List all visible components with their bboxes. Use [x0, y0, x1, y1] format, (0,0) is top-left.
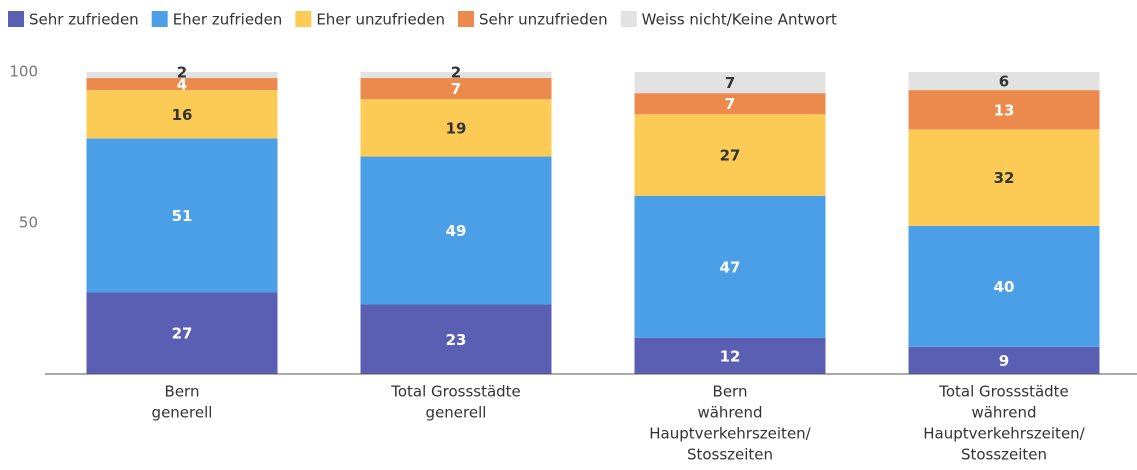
x-tick-label: Stosszeiten [961, 446, 1047, 464]
bar-segment [86, 292, 278, 374]
value-label: 32 [994, 169, 1015, 187]
value-label: 2 [451, 64, 461, 82]
value-label: 19 [446, 119, 467, 137]
x-tick-label: Hauptverkehrszeiten/ [923, 425, 1085, 443]
bar-segment [86, 72, 278, 79]
bar-segment [360, 78, 552, 100]
value-label: 27 [720, 147, 741, 165]
bar-segment [634, 93, 826, 115]
legend-swatch [8, 11, 24, 27]
y-tick-label: 100 [9, 63, 38, 81]
value-label: 47 [720, 258, 741, 276]
bar-segment [634, 337, 826, 374]
value-label: 2 [177, 64, 187, 82]
value-label: 40 [994, 278, 1015, 296]
bar-segment [360, 304, 552, 374]
legend-swatch [295, 11, 312, 27]
x-tick-label: während [971, 404, 1036, 422]
legend-label: Sehr unzufrieden [479, 11, 608, 29]
value-label: 27 [172, 325, 193, 343]
bar-segment [908, 346, 1100, 374]
bar-segment [908, 72, 1100, 91]
x-tick-label: Total Grossstädte [938, 383, 1069, 401]
legend-label: Eher zufrieden [173, 11, 283, 29]
bar-segment [360, 99, 552, 157]
legend-label: Eher unzufrieden [316, 11, 445, 29]
value-label: 49 [446, 222, 467, 240]
value-label: 7 [725, 74, 735, 92]
bar-segment [634, 195, 826, 338]
x-tick-label: während [697, 404, 762, 422]
y-tick-label: 50 [19, 214, 38, 232]
value-label: 7 [451, 80, 461, 98]
value-label: 6 [999, 73, 1009, 91]
value-label: 9 [999, 352, 1009, 370]
value-label: 12 [720, 347, 741, 365]
value-label: 13 [994, 101, 1015, 119]
bar-segment [908, 129, 1100, 227]
bar-segment [908, 90, 1100, 130]
value-label: 4 [177, 76, 187, 94]
x-tick-label: Hauptverkehrszeiten/ [649, 425, 811, 443]
legend-label: Weiss nicht/Keine Antwort [642, 11, 837, 29]
bar-segment [86, 78, 278, 91]
value-label: 51 [172, 207, 193, 225]
x-tick-label: generell [152, 404, 213, 422]
legend-swatch [457, 11, 474, 27]
x-tick-label: Stosszeiten [687, 446, 773, 464]
x-tick-label: Bern [713, 383, 748, 401]
bar-segment [360, 72, 552, 79]
value-label: 7 [725, 95, 735, 113]
x-tick-label: generell [426, 404, 487, 422]
x-tick-label: Total Grossstädte [390, 383, 521, 401]
x-tick-label: Bern [165, 383, 200, 401]
bar-segment [634, 114, 826, 196]
bar-segment [634, 72, 826, 94]
legend-swatch [620, 11, 637, 27]
bar-segment [360, 156, 552, 305]
legend-swatch [151, 11, 168, 27]
bar-segment [86, 138, 278, 293]
bar-segment [86, 90, 278, 139]
bar-segment [908, 226, 1100, 347]
value-label: 16 [172, 106, 193, 124]
legend-label: Sehr zufrieden [29, 11, 139, 29]
value-label: 23 [446, 331, 467, 349]
